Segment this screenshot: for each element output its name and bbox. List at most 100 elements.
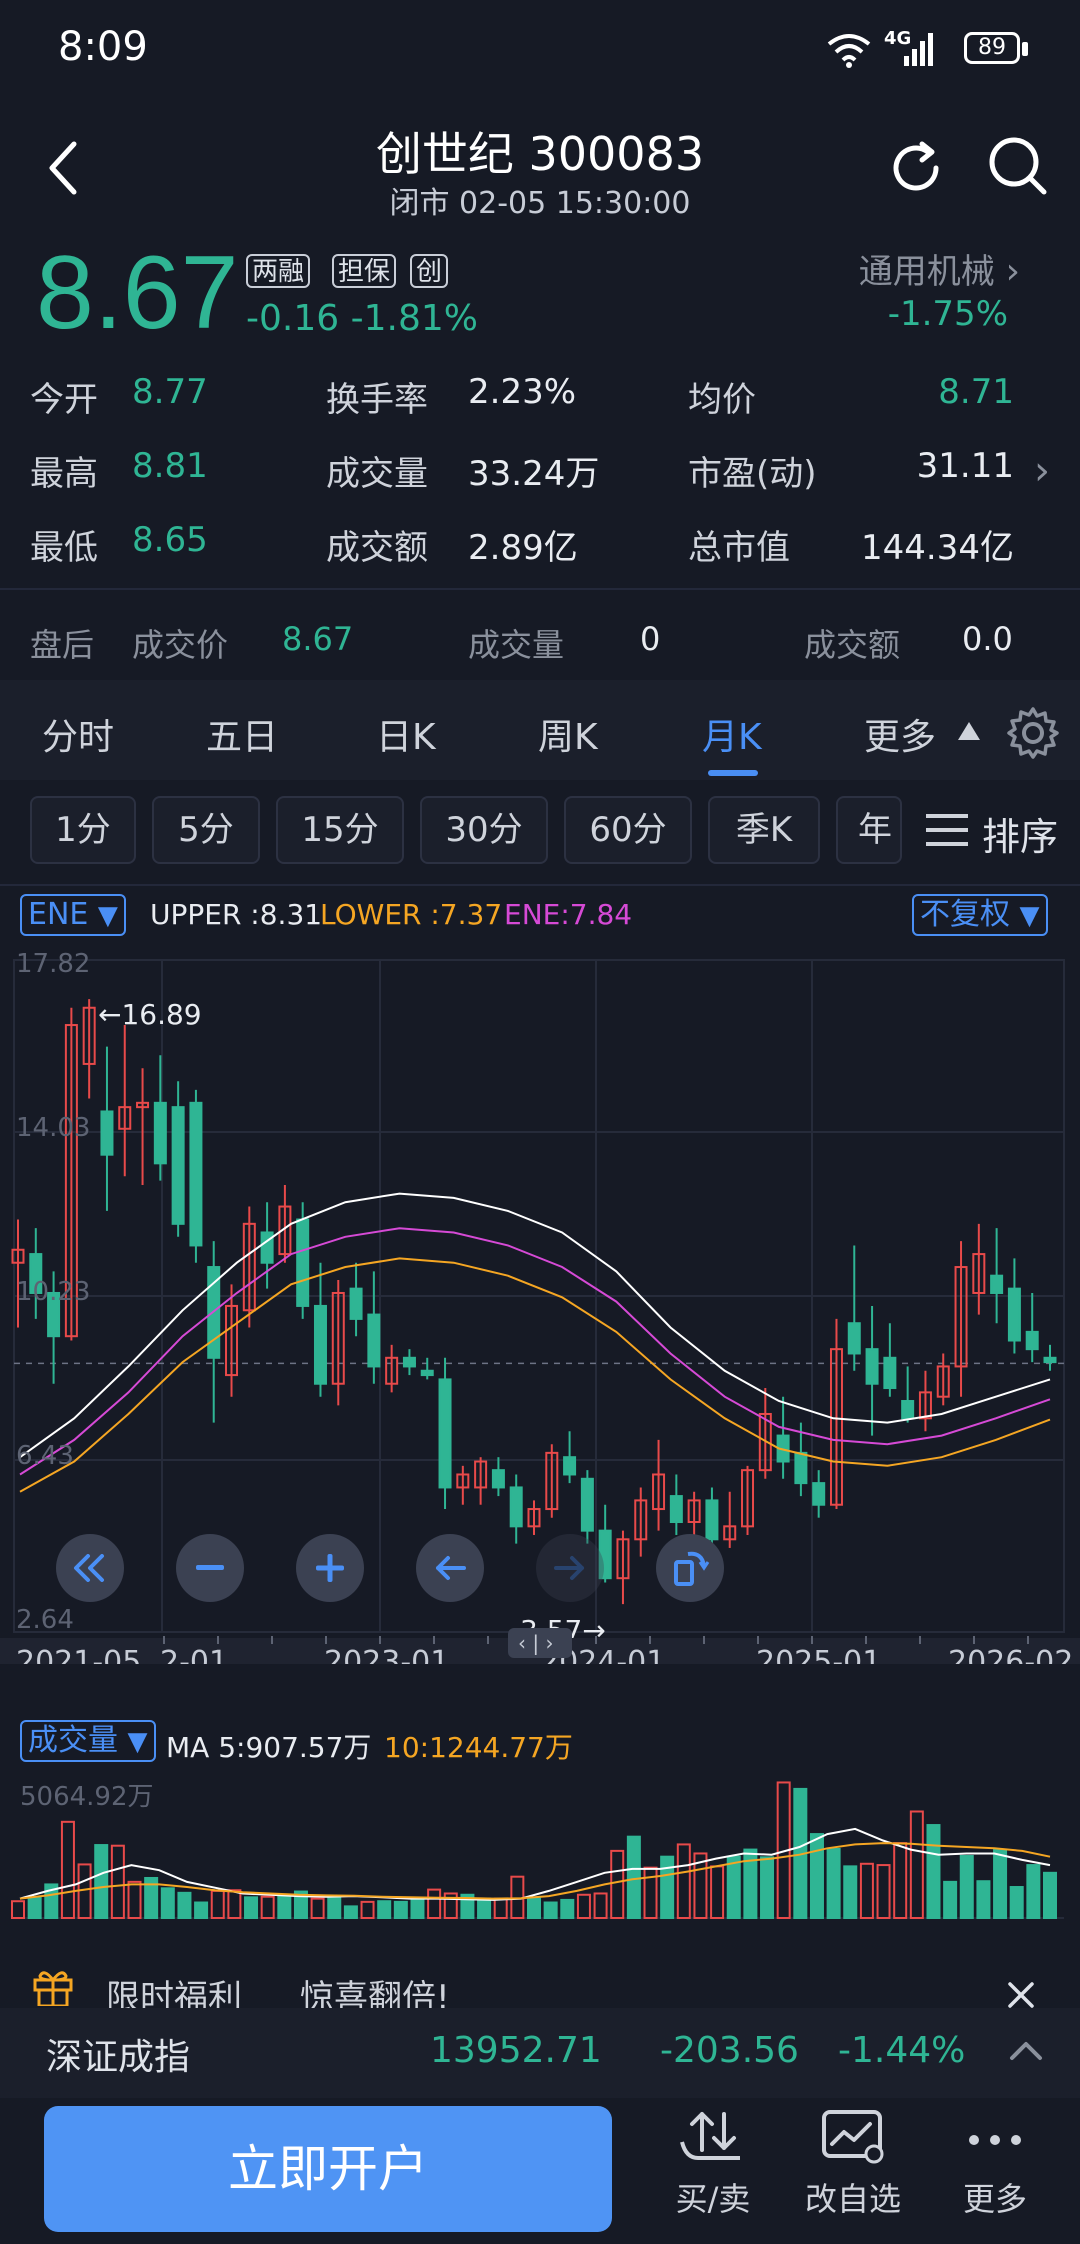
candle-body xyxy=(634,1499,648,1541)
trade-label: 买/卖 xyxy=(675,2180,751,2218)
x-tick-label: 2025-01 xyxy=(756,1645,881,1664)
volume-bar xyxy=(427,1888,442,1919)
tab-weekly-k[interactable]: 周K xyxy=(538,717,598,758)
volume-bar xyxy=(410,1897,425,1920)
chevron-up-icon[interactable] xyxy=(1008,2038,1044,2062)
ene-value: ENE:7.84 xyxy=(504,898,633,931)
zoom-in-button[interactable] xyxy=(296,1534,364,1602)
volume-bar xyxy=(527,1897,541,1920)
candle-body xyxy=(954,1266,968,1368)
rotate-screen-button[interactable] xyxy=(656,1534,724,1602)
volume-indicator-name: 成交量 xyxy=(28,1723,118,1758)
candlestick-chart[interactable]: 17.8214.0310.236.432.64←16.893.57→2021-0… xyxy=(0,944,1080,1664)
minus-icon xyxy=(196,1565,224,1570)
volume-bar xyxy=(44,1883,59,1919)
candle-body xyxy=(313,1304,327,1385)
volume-bar xyxy=(260,1895,275,1919)
index-value: 13952.71 xyxy=(430,2030,602,2071)
volume-indicator-select[interactable]: 成交量 ▼ xyxy=(20,1720,156,1762)
more-button[interactable]: 更多 xyxy=(940,2108,1050,2220)
network-type: 4G xyxy=(884,28,912,49)
chevron-right-icon[interactable]: › xyxy=(1034,448,1050,494)
volume-bar xyxy=(277,1893,292,1919)
stat-label-volume: 成交量 xyxy=(326,454,428,494)
change-percent: -1.81% xyxy=(350,298,478,339)
tab-five-day[interactable]: 五日 xyxy=(206,717,279,758)
dropdown-icon: ▼ xyxy=(97,901,118,931)
volume-bar xyxy=(1043,1871,1057,1920)
sort-button[interactable]: 排序 xyxy=(902,796,1080,864)
tab-minute[interactable]: 分时 xyxy=(42,717,115,758)
interval-15min[interactable]: 15分 xyxy=(276,796,404,864)
index-pct: -1.44% xyxy=(838,2030,966,2071)
sector-change: -1.75% xyxy=(887,294,1008,334)
tag-margin: 两融 xyxy=(246,254,311,288)
after-hours-label: 盘后 xyxy=(30,626,95,664)
volume-bar xyxy=(610,1849,625,1919)
scroll-handle xyxy=(508,1628,572,1658)
volume-bar xyxy=(377,1900,392,1920)
interval-60min[interactable]: 60分 xyxy=(564,796,692,864)
candle-body xyxy=(296,1218,310,1307)
last-price: 8.67 xyxy=(36,235,239,351)
volume-bar xyxy=(959,1855,974,1919)
after-hours-price-label: 成交价 xyxy=(132,626,229,664)
arrow-left-icon xyxy=(436,1556,466,1580)
candle-body xyxy=(456,1473,470,1489)
move-left-button[interactable] xyxy=(416,1534,484,1602)
back-icon[interactable] xyxy=(44,140,84,196)
sector-name: 通用机械 xyxy=(858,252,995,292)
stat-label-pe: 市盈(动) xyxy=(688,454,817,494)
refresh-icon[interactable] xyxy=(884,136,948,200)
volume-bar xyxy=(576,1893,591,1919)
volume-bar xyxy=(976,1880,991,1919)
change-value: -0.16 xyxy=(246,298,340,339)
tab-monthly-k[interactable]: 月K xyxy=(702,717,762,758)
search-icon[interactable] xyxy=(986,134,1050,200)
candle-body xyxy=(865,1348,879,1385)
tab-more[interactable]: 更多 xyxy=(864,717,937,758)
interval-5min[interactable]: 5分 xyxy=(152,796,260,864)
wifi-icon xyxy=(827,34,871,68)
volume-bar xyxy=(244,1896,259,1919)
edit-watchlist-button[interactable]: 改自选 xyxy=(797,2108,909,2220)
plus-icon xyxy=(316,1554,344,1582)
stat-value-high: 8.81 xyxy=(132,446,208,486)
candle-body xyxy=(723,1525,737,1541)
y-tick-label: 14.03 xyxy=(16,1113,90,1143)
interval-30min[interactable]: 30分 xyxy=(420,796,548,864)
index-ticker[interactable]: 深证成指 13952.71 -203.56 -1.44% xyxy=(0,2008,1080,2098)
candle-body xyxy=(11,1248,25,1264)
gear-icon[interactable] xyxy=(1006,706,1060,760)
candle-body xyxy=(990,1274,1004,1294)
trade-button[interactable]: 买/卖 xyxy=(658,2108,768,2220)
zoom-out-button[interactable] xyxy=(176,1534,244,1602)
stat-label-turnover: 换手率 xyxy=(326,380,428,420)
candle-body xyxy=(580,1477,594,1532)
interval-quarterly[interactable]: 季K xyxy=(708,796,820,864)
tab-daily-k[interactable]: 日K xyxy=(376,717,436,758)
indicator-select[interactable]: ENE ▼ xyxy=(20,894,126,936)
watchlist-chart-icon xyxy=(822,2110,884,2164)
menu-icon xyxy=(926,814,968,846)
volume-bar xyxy=(843,1865,858,1920)
adjust-label: 不复权 xyxy=(920,897,1010,932)
close-icon[interactable] xyxy=(1006,1980,1036,2010)
promo-banner[interactable]: 限时福利 惊喜翻倍! xyxy=(0,1960,1080,2018)
open-account-button[interactable]: 立即开户 xyxy=(44,2106,612,2232)
interval-yearly[interactable]: 年 xyxy=(836,796,902,864)
volume-ma10-line xyxy=(19,1842,1051,1900)
adjust-select[interactable]: 不复权 ▼ xyxy=(912,894,1048,936)
move-right-button[interactable] xyxy=(536,1534,604,1602)
candle-body xyxy=(64,1024,78,1338)
sector-link[interactable]: 通用机械 › xyxy=(859,244,1020,293)
volume-bar xyxy=(110,1844,125,1919)
stat-value-pe: 31.11 xyxy=(916,446,1014,486)
volume-bar xyxy=(343,1905,358,1920)
fast-backward-button[interactable] xyxy=(56,1534,124,1602)
volume-bar xyxy=(593,1892,608,1919)
interval-1min[interactable]: 1分 xyxy=(30,796,136,864)
volume-chart[interactable] xyxy=(0,1770,1080,1924)
battery-tip xyxy=(1022,42,1028,56)
after-hours-price: 8.67 xyxy=(282,620,354,658)
